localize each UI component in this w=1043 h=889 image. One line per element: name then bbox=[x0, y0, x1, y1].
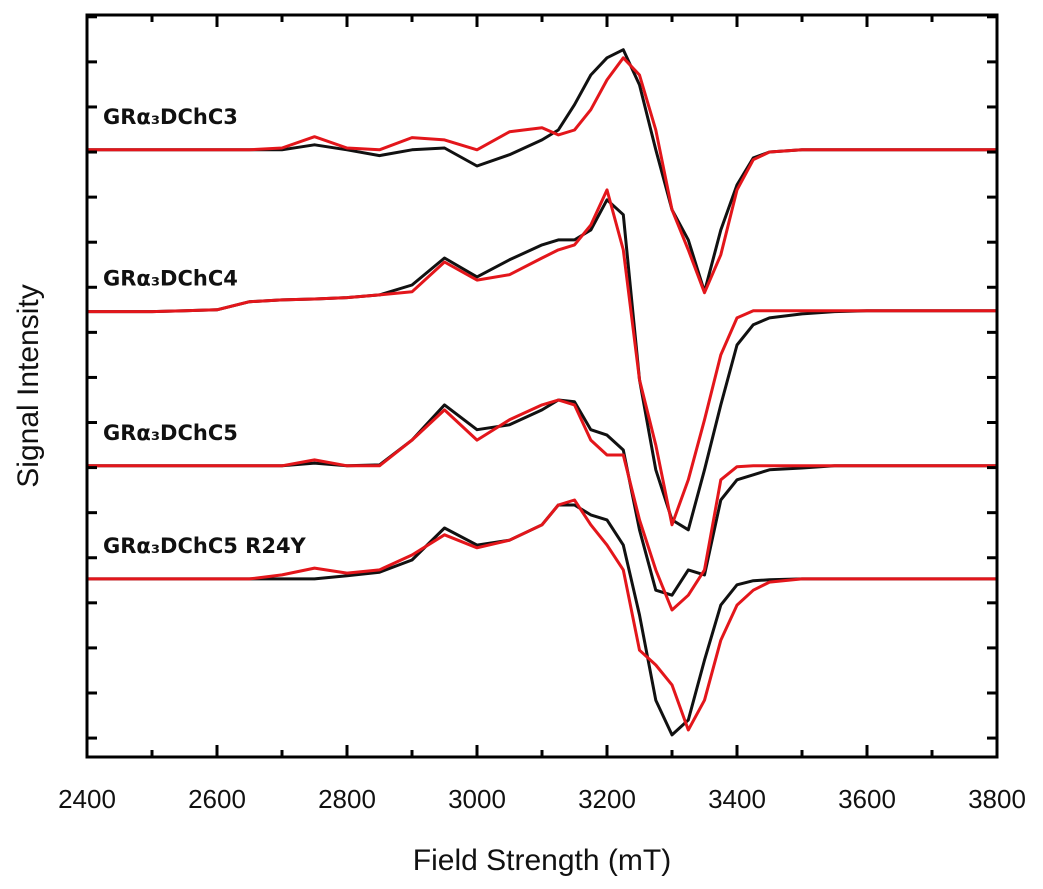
spectrum-line bbox=[87, 56, 997, 295]
x-tick-label: 3400 bbox=[708, 784, 766, 814]
trace-label: GRα₃DChC3 bbox=[103, 105, 238, 129]
x-tick-label: 2600 bbox=[188, 784, 246, 814]
trace-label: GRα₃DChC4 bbox=[103, 267, 238, 291]
x-tick-label: 3800 bbox=[968, 784, 1026, 814]
trace-label: GRα₃DChC5 bbox=[103, 421, 238, 445]
x-tick-label: 2800 bbox=[318, 784, 376, 814]
x-tick-label: 3200 bbox=[578, 784, 636, 814]
y-axis-title: Signal Intensity bbox=[12, 284, 45, 487]
x-tick-label: 2400 bbox=[58, 784, 116, 814]
x-tick-label: 3600 bbox=[838, 784, 896, 814]
spectrum-line bbox=[87, 198, 997, 532]
spectrum-line bbox=[87, 188, 997, 527]
x-tick-label: 3000 bbox=[448, 784, 506, 814]
trace-label: GRα₃DChC5 R24Y bbox=[103, 534, 307, 558]
spectrum-line bbox=[87, 48, 997, 294]
spectrum-line bbox=[87, 498, 997, 732]
x-axis-title: Field Strength (mT) bbox=[413, 844, 671, 877]
spectrum-line bbox=[87, 398, 997, 612]
